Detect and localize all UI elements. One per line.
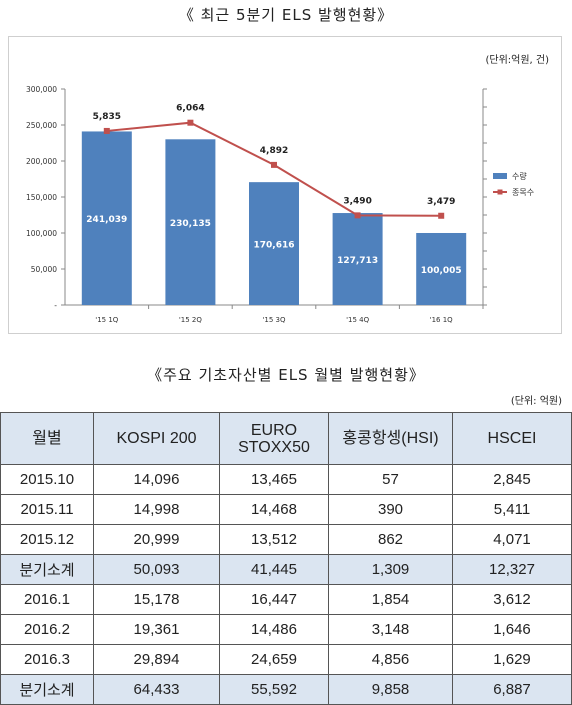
y-tick-label: 200,000 [26, 157, 57, 166]
kospi200-cell: 15,178 [93, 584, 220, 615]
table-row: 2015.10 14,096 13,465 57 2,845 [0, 464, 572, 495]
month-cell: 2015.10 [0, 464, 94, 495]
table-row: 2016.2 19,361 14,486 3,148 1,646 [0, 614, 572, 645]
header-kospi200: KOSPI 200 [93, 412, 220, 465]
bar-data-label: 100,005 [421, 266, 462, 276]
line-data-label: 3,479 [427, 197, 455, 207]
y-tick-label: 300,000 [26, 85, 57, 94]
bar [165, 139, 216, 305]
eurostoxx50-cell: 41,445 [219, 554, 329, 585]
line-marker [103, 127, 110, 134]
eurostoxx50-cell: 13,512 [219, 524, 329, 555]
eurostoxx50-cell: 14,468 [219, 494, 329, 525]
hsi-cell: 1,309 [328, 554, 453, 585]
x-tick-label: '16 1Q [430, 316, 454, 324]
els-issuance-chart: - 50,000 100,000 150,000 200,000 250,000 300,0… [26, 85, 534, 324]
legend-bar-swatch [493, 173, 507, 179]
chart-unit-label: (단위:억원, 건) [485, 55, 549, 66]
line-data-label: 5,835 [93, 112, 121, 122]
header-month: 월별 [0, 412, 94, 465]
month-cell: 분기소계 [0, 554, 94, 585]
hscei-cell: 2,845 [452, 464, 572, 495]
header-eurostoxx50: EURO STOXX50 [219, 412, 329, 465]
line-marker [271, 161, 277, 168]
kospi200-cell: 50,093 [93, 554, 220, 585]
hsi-cell: 9,858 [328, 674, 453, 705]
month-cell: 2015.12 [0, 524, 94, 555]
chart-panel: (단위:억원, 건) - 50,000 100,000 150,000 200,000 2… [8, 36, 562, 334]
month-cell: 2016.1 [0, 584, 94, 615]
kospi200-cell: 14,998 [93, 494, 220, 525]
month-cell: 2016.2 [0, 614, 94, 645]
hscei-cell: 12,327 [452, 554, 572, 585]
eurostoxx50-cell: 16,447 [219, 584, 329, 615]
line-marker [438, 212, 445, 219]
hscei-cell: 5,411 [452, 494, 572, 525]
x-tick-label: '15 2Q [179, 316, 203, 324]
legend-line-label: 종목수 [512, 188, 534, 197]
line-marker [354, 212, 361, 219]
x-tick-label: '15 1Q [95, 316, 119, 324]
table-row: 2015.12 20,999 13,512 862 4,071 [0, 524, 572, 555]
monthly-issuance-table: 월별 KOSPI 200 EURO STOXX50 홍콩항셍(HSI) HSCE… [0, 412, 572, 705]
bar [332, 213, 383, 305]
y-tick-label: 150,000 [26, 193, 57, 202]
table-header-row: 월별 KOSPI 200 EURO STOXX50 홍콩항셍(HSI) HSCE… [0, 412, 572, 465]
table-row: 분기소계 50,093 41,445 1,309 12,327 [0, 554, 572, 585]
kospi200-cell: 20,999 [93, 524, 220, 555]
bar [81, 131, 132, 305]
header-hscei: HSCEI [452, 412, 572, 465]
hsi-cell: 862 [328, 524, 453, 555]
hscei-cell: 1,629 [452, 644, 572, 675]
hscei-cell: 4,071 [452, 524, 572, 555]
month-cell: 2015.11 [0, 494, 94, 525]
kospi200-cell: 14,096 [93, 464, 220, 495]
hsi-cell: 1,854 [328, 584, 453, 615]
month-cell: 2016.3 [0, 644, 94, 675]
line-data-label: 6,064 [176, 104, 204, 114]
hsi-cell: 3,148 [328, 614, 453, 645]
legend-bar-label: 수량 [512, 171, 527, 181]
table-title: 《주요 기초자산별 ELS 월별 발행현황》 [147, 366, 425, 384]
line-data-label: 4,892 [260, 146, 288, 156]
y-tick-label: 100,000 [26, 229, 57, 238]
hscei-cell: 3,612 [452, 584, 572, 615]
line-data-label: 3,490 [343, 196, 371, 206]
table-unit-label: (단위: 억원) [510, 396, 562, 407]
table-row: 2016.1 15,178 16,447 1,854 3,612 [0, 584, 572, 615]
hsi-cell: 4,856 [328, 644, 453, 675]
bar-data-label: 230,135 [170, 219, 211, 229]
eurostoxx50-cell: 24,659 [219, 644, 329, 675]
y-tick-label: 250,000 [26, 121, 57, 130]
y-tick-label: 50,000 [31, 265, 57, 274]
kospi200-cell: 19,361 [93, 614, 220, 645]
hsi-cell: 390 [328, 494, 453, 525]
kospi200-cell: 29,894 [93, 644, 220, 675]
legend-line-marker [497, 189, 503, 195]
eurostoxx50-cell: 55,592 [219, 674, 329, 705]
bar-data-label: 170,616 [254, 241, 295, 251]
x-tick-label: '15 4Q [346, 316, 370, 324]
table-row: 2015.11 14,998 14,468 390 5,411 [0, 494, 572, 525]
x-tick-label: '15 3Q [262, 316, 286, 324]
table-row: 분기소계 64,433 55,592 9,858 6,887 [0, 674, 572, 705]
table-row: 2016.3 29,894 24,659 4,856 1,629 [0, 644, 572, 675]
eurostoxx50-cell: 14,486 [219, 614, 329, 645]
bar [416, 232, 467, 305]
header-hsi: 홍콩항셍(HSI) [328, 412, 453, 465]
kospi200-cell: 64,433 [93, 674, 220, 705]
chart-title: 《 최근 5분기 ELS 발행현황》 [178, 6, 394, 24]
bar-data-label: 127,713 [337, 256, 378, 266]
month-cell: 분기소계 [0, 674, 94, 705]
hscei-cell: 6,887 [452, 674, 572, 705]
hsi-cell: 57 [328, 464, 453, 495]
bar [249, 182, 299, 305]
line-marker [187, 119, 194, 126]
y-tick-label: - [54, 301, 57, 310]
hscei-cell: 1,646 [452, 614, 572, 645]
eurostoxx50-cell: 13,465 [219, 464, 329, 495]
bar-data-label: 241,039 [86, 215, 127, 225]
